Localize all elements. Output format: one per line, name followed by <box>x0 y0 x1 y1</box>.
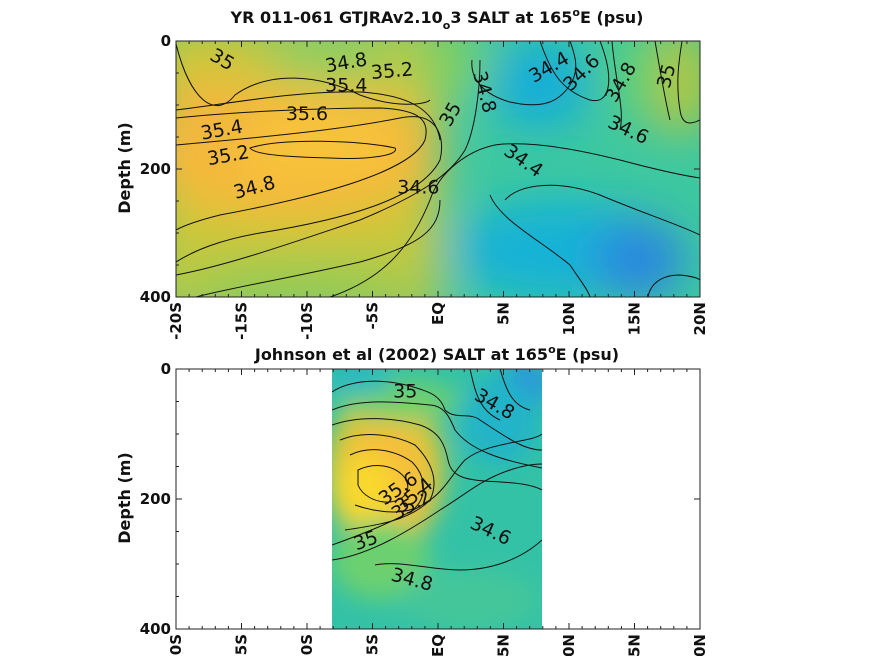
title-part: E (psu) <box>556 345 620 364</box>
panel-obs-ticks: -20S -15S -10S -5S EQ 5N 10N 15N 20N 0 200 400 <box>140 360 709 656</box>
panel-model-field <box>176 41 700 297</box>
field-blob <box>595 220 685 297</box>
panel-model-ylabel: Depth (m) <box>115 122 134 214</box>
x-tick-label: -15S <box>233 302 251 340</box>
x-tick-label: EQ <box>429 302 447 325</box>
title-superscript: o <box>548 343 556 356</box>
contour-line <box>489 194 591 297</box>
contour-line <box>332 418 542 491</box>
title-superscript: o <box>572 6 580 19</box>
x-tick-label: 10N <box>560 302 578 335</box>
contour-line <box>176 91 441 141</box>
title-subscript: o <box>443 19 451 32</box>
field-blob <box>610 41 660 120</box>
x-tick-label: 20N <box>691 634 709 656</box>
x-tick-label: 15N <box>626 634 644 656</box>
field-blob <box>176 75 260 165</box>
panel-obs-contours <box>332 369 542 571</box>
x-tick-label: 15N <box>626 302 644 335</box>
x-tick-label: -15S <box>233 634 251 656</box>
contour-line <box>332 463 542 561</box>
contour-label: 35.2 <box>370 58 414 84</box>
contour-line <box>539 41 610 102</box>
title-part: Johnson et al (2002) SALT at 165 <box>254 345 548 364</box>
x-tick-label: -5S <box>364 302 382 329</box>
field-blob <box>220 110 400 180</box>
x-tick-label: -10S <box>298 302 316 340</box>
y-tick-label: 400 <box>140 288 171 306</box>
x-tick-label: -20S <box>167 302 185 340</box>
panel-model-ticks: -20S -15S -10S -5S EQ 5N 10N 15N 20N 0 200 400 <box>140 32 709 340</box>
contour-line <box>195 199 441 297</box>
y-tick-label: 200 <box>140 490 171 508</box>
field-blob <box>332 369 390 392</box>
x-tick-label: -10S <box>298 634 316 656</box>
field-blob <box>490 41 590 130</box>
contour-label: 35 <box>393 380 417 402</box>
field-blob <box>335 455 395 525</box>
panel-model: YR 011-061 GTJRAv2.10o3 SALT at 165oE (p… <box>115 6 709 340</box>
contour-line <box>176 43 431 106</box>
panel-obs-ylabel: Depth (m) <box>115 452 134 544</box>
field-blob <box>176 260 430 297</box>
field-colorblobs <box>332 369 542 629</box>
field-blob <box>400 570 540 629</box>
contour-line <box>332 401 542 469</box>
x-tick-label: -5S <box>364 634 382 656</box>
contour-line <box>332 433 542 546</box>
title-part: 3 SALT at 165 <box>450 8 572 27</box>
x-tick-label: EQ <box>429 634 447 656</box>
contour-line <box>471 41 577 106</box>
x-tick-label: 5N <box>495 302 513 325</box>
contour-line <box>176 59 481 276</box>
y-tick-label: 0 <box>161 32 171 50</box>
contour-line <box>329 143 700 297</box>
contour-line <box>677 41 700 124</box>
title-part: YR 011-061 GTJRAv2.10 <box>230 8 443 27</box>
contour-line <box>349 449 424 513</box>
contour-line <box>176 116 443 263</box>
contour-label: 34.6 <box>397 177 439 199</box>
contour-line <box>249 140 396 159</box>
field-colorblobs <box>176 41 700 297</box>
y-tick-label: 200 <box>140 160 171 178</box>
x-tick-label: 5N <box>495 634 513 656</box>
contour-line <box>469 369 501 421</box>
contour-line <box>374 539 542 571</box>
contour-line <box>611 41 622 131</box>
x-tick-label: -20S <box>167 634 185 656</box>
contour-label: 35.4 <box>325 74 367 96</box>
field-blob <box>260 41 400 85</box>
contour-line <box>499 369 531 411</box>
contour-line <box>647 274 700 297</box>
contour-label: 35.6 <box>286 103 328 125</box>
contour-line <box>654 41 671 121</box>
field-blob <box>415 41 485 100</box>
title-part: E (psu) <box>580 8 644 27</box>
contour-line <box>176 107 427 231</box>
panel-obs-title: Johnson et al (2002) SALT at 165oE (psu) <box>254 343 619 364</box>
contour-line <box>357 465 409 503</box>
panel-obs-field <box>332 369 542 629</box>
x-tick-label: 10N <box>560 634 578 656</box>
x-tick-label: 20N <box>691 302 709 335</box>
y-tick-label: 0 <box>161 360 171 378</box>
y-tick-label: 400 <box>140 620 171 638</box>
contour-line <box>332 380 542 451</box>
panel-model-title: YR 011-061 GTJRAv2.10o3 SALT at 165oE (p… <box>230 6 644 32</box>
field-blob <box>332 520 430 600</box>
panel-model-contours <box>176 41 700 297</box>
contour-line <box>504 184 700 236</box>
panel-obs: Johnson et al (2002) SALT at 165oE (psu)… <box>115 343 709 656</box>
